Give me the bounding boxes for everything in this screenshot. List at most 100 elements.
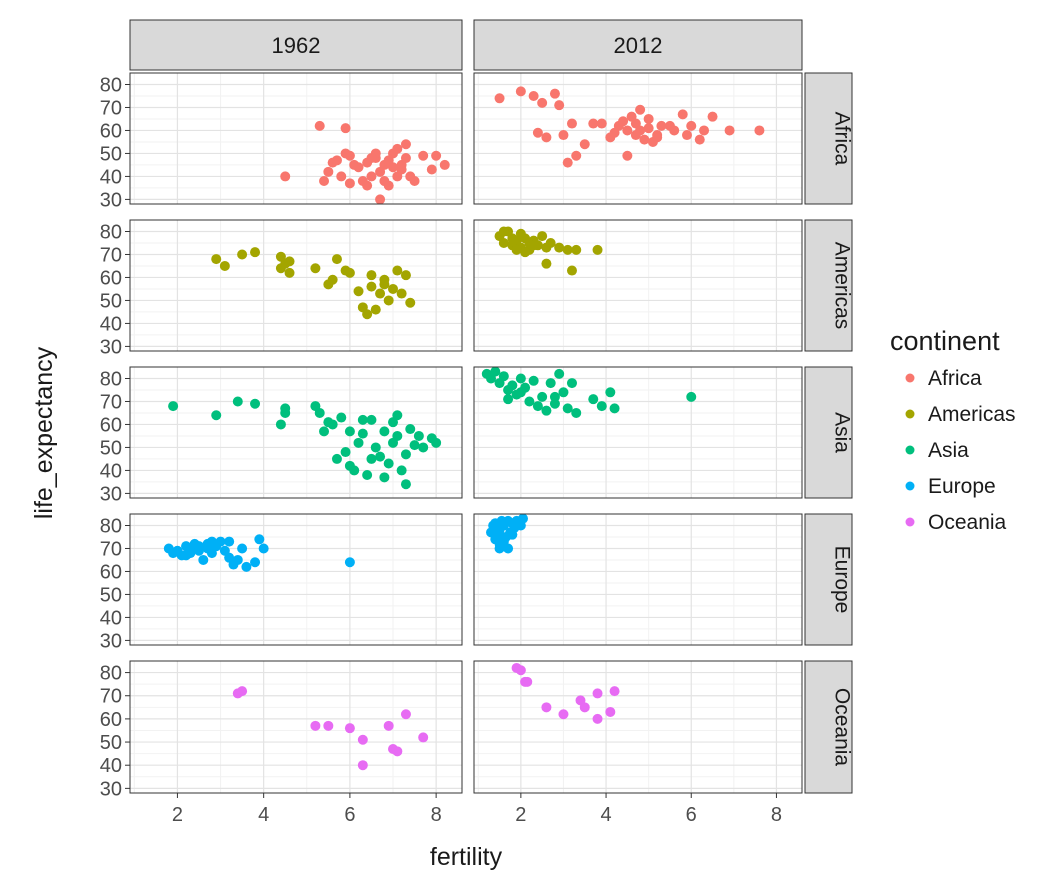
data-point-africa-2012 [537,97,548,108]
data-point-africa-2012 [724,125,735,136]
data-point-africa-2012 [566,118,577,129]
panel-border [473,660,803,794]
data-point-africa-2012 [643,123,654,134]
data-point-oceania-2012 [541,702,552,713]
x-axis-title: fertility [430,843,503,871]
data-point-europe-2012 [490,525,501,536]
y-tick-label: 30 [100,189,122,211]
data-point-africa-2012 [549,88,560,99]
data-point-asia-2012 [515,373,526,384]
data-point-africa-2012 [622,150,633,161]
data-point-oceania-1962 [357,760,368,771]
data-point-africa-1962 [396,164,407,175]
data-point-africa-2012 [622,125,633,136]
data-point-asia-1962 [349,465,360,476]
data-point-americas-2012 [592,244,603,255]
y-tick-label: 80 [100,74,122,96]
data-point-europe-1962 [206,536,217,547]
data-point-americas-1962 [284,267,295,278]
data-point-africa-1962 [336,171,347,182]
data-point-oceania-1962 [400,709,411,720]
facet-strip-oceania [804,660,853,794]
data-point-asia-2012 [528,375,539,386]
data-point-asia-2012 [566,378,577,389]
data-point-americas-1962 [370,304,381,315]
data-point-africa-2012 [562,157,573,168]
data-point-africa-2012 [681,130,692,141]
data-point-asia-1962 [418,442,429,453]
data-point-asia-1962 [366,414,377,425]
data-point-oceania-2012 [515,665,526,676]
data-point-europe-1962 [232,554,243,565]
panel-border [129,513,463,646]
y-tick-label: 70 [100,391,122,413]
data-point-europe-1962 [181,550,192,561]
data-point-americas-1962 [353,286,364,297]
data-point-americas-2012 [566,265,577,276]
y-tick-label: 50 [100,732,122,754]
data-point-asia-1962 [375,451,386,462]
data-point-africa-2012 [754,125,765,136]
data-point-africa-1962 [280,171,291,182]
data-point-africa-1962 [431,150,442,161]
legend-label-europe: Europe [928,475,996,498]
data-point-asia-1962 [344,426,355,437]
data-point-europe-1962 [254,534,265,545]
data-point-americas-2012 [545,237,556,248]
data-point-asia-1962 [327,419,338,430]
data-point-asia-1962 [379,426,390,437]
data-point-africa-1962 [344,178,355,189]
x-tick-label: 4 [600,804,611,826]
data-point-europe-1962 [237,543,248,554]
data-point-africa-1962 [418,150,429,161]
y-tick-label: 70 [100,538,122,560]
data-point-asia-2012 [558,387,569,398]
data-point-oceania-1962 [323,720,334,731]
x-tick-label: 8 [431,804,442,826]
data-point-americas-2012 [520,247,531,258]
data-point-asia-1962 [400,449,411,460]
data-point-africa-2012 [609,127,620,138]
data-point-africa-1962 [323,166,334,177]
data-point-asia-2012 [549,398,560,409]
data-point-africa-2012 [694,134,705,145]
data-point-oceania-1962 [392,746,403,757]
data-point-africa-1962 [366,171,377,182]
legend-label-oceania: Oceania [928,511,1007,534]
data-point-asia-1962 [211,410,222,421]
data-point-americas-2012 [511,244,522,255]
data-point-africa-1962 [366,153,377,164]
y-tick-label: 60 [100,120,122,142]
data-point-africa-2012 [596,118,607,129]
data-point-asia-1962 [405,424,416,435]
facet-label-2012: 2012 [614,33,663,58]
panel-border [129,72,463,205]
data-point-europe-1962 [344,557,355,568]
y-tick-label: 60 [100,709,122,731]
data-point-asia-2012 [686,391,697,402]
facet-strip-africa [804,72,853,205]
y-tick-label: 50 [100,584,122,606]
data-point-oceania-2012 [522,676,533,687]
data-point-asia-1962 [275,419,286,430]
data-point-asia-1962 [392,430,403,441]
y-tick-label: 80 [100,663,122,685]
y-tick-label: 30 [100,483,122,505]
data-point-africa-2012 [571,150,582,161]
facet-label-1962: 1962 [272,33,321,58]
legend-key-europe [905,481,915,491]
data-point-europe-1962 [250,557,261,568]
data-point-africa-1962 [383,180,394,191]
panel-background [130,514,462,645]
y-tick-label: 40 [100,313,122,335]
data-point-asia-1962 [400,479,411,490]
y-tick-label: 70 [100,686,122,708]
y-tick-label: 80 [100,368,122,390]
data-point-africa-1962 [409,176,420,187]
legend-label-asia: Asia [928,439,969,462]
data-point-africa-2012 [515,86,526,97]
data-point-asia-2012 [588,394,599,405]
data-point-oceania-1962 [344,723,355,734]
data-point-asia-1962 [409,440,420,451]
y-tick-label: 50 [100,437,122,459]
